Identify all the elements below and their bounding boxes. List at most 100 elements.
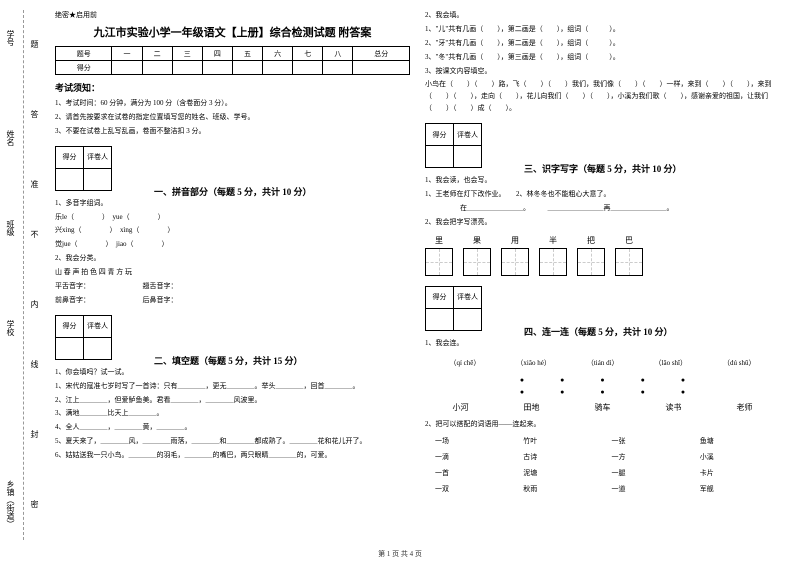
- tianzige-box[interactable]: [501, 248, 529, 276]
- pinyin: （dú shū）: [723, 358, 755, 368]
- word: 老师: [737, 402, 753, 413]
- score-header: 五: [232, 47, 262, 61]
- q-line: 在＿＿＿＿＿＿＿＿。 ＿＿＿＿＿＿＿＿再＿＿＿＿＿＿＿＿。: [425, 203, 780, 215]
- q-line: 5、夏天来了，＿＿＿＿风，＿＿＿＿雨落，＿＿＿＿和＿＿＿＿都成熟了。＿＿＿＿花和…: [55, 436, 410, 448]
- notice-head: 考试须知：: [55, 81, 410, 94]
- q-head: 2、我会把字写漂亮。: [425, 217, 780, 229]
- score-header: 二: [142, 47, 172, 61]
- margin-label: 班级: [5, 220, 16, 236]
- cat-label: 翘舌音字：: [143, 282, 178, 290]
- score-header: 题号: [56, 47, 112, 61]
- binding-margin: 学号 姓名 班级 学校 乡镇（街道） 题 答 准 不 内 线 封 密: [5, 10, 45, 555]
- q-line: 觉jue（ ） jiao（ ）: [55, 239, 410, 251]
- q-line: 3、满地＿＿＿＿比天上＿＿＿＿。: [55, 408, 410, 420]
- secret-label: 绝密★启用前: [55, 10, 410, 20]
- q-line: 1、王老师在灯下改作业。 2、林冬冬也不能粗心大意了。: [425, 189, 780, 201]
- char-label: 半: [549, 235, 557, 246]
- paper-title: 九江市实验小学一年级语文【上册】综合检测试题 附答案: [55, 24, 410, 40]
- score-header: 一: [112, 47, 142, 61]
- margin-label: 学号: [5, 30, 16, 46]
- dots-row: ●●●●●: [425, 376, 780, 384]
- q-line: 6、姑姑送我一只小鸟。＿＿＿＿的羽毛，＿＿＿＿的嘴巴，两只眼睛＿＿＿＿的，可爱。: [55, 450, 410, 462]
- pinyin: （xiǎo hé）: [516, 358, 550, 368]
- cat-label: 前鼻音字：: [55, 296, 87, 304]
- margin-label: 学校: [5, 320, 16, 336]
- zone-label: 答: [29, 110, 40, 118]
- char-label: 用: [511, 235, 519, 246]
- tianzige-box[interactable]: [463, 248, 491, 276]
- zone-label: 不: [29, 230, 40, 238]
- pinyin: （lǎo shī）: [655, 358, 687, 368]
- zone-label: 内: [29, 300, 40, 308]
- score-header: 六: [263, 47, 293, 61]
- char-label: 果: [473, 235, 481, 246]
- tianzige-box[interactable]: [577, 248, 605, 276]
- tianzige-box[interactable]: [615, 248, 643, 276]
- notice-item: 2、请首先按要求在试卷的指定位置填写您的姓名、班级、学号。: [55, 112, 410, 124]
- q-head: 1、我会连。: [425, 338, 780, 350]
- right-column: 2、我会填。 1、"儿"共有几画（ ），第二画是（ ），组词（ ）。 2、"牙"…: [425, 10, 780, 498]
- score-header: 八: [323, 47, 353, 61]
- q-head: 1、你会填吗？试一试。: [55, 367, 410, 379]
- score-table: 题号 一 二 三 四 五 六 七 八 总分 得分: [55, 46, 410, 75]
- notice-item: 3、不要在试卷上乱写乱画，卷面不整洁扣 3 分。: [55, 126, 410, 138]
- score-header: 四: [202, 47, 232, 61]
- section-scorebox: 得分评卷人: [425, 286, 482, 331]
- q-line: 山 春 声 拍 色 四 青 方 玩: [55, 267, 410, 279]
- word: 小河: [453, 402, 469, 413]
- q-line: 1、宋代的寇准七岁时写了一首诗：只有＿＿＿＿，更无＿＿＿＿。举头＿＿＿＿，回首＿…: [55, 381, 410, 393]
- word: 骑车: [595, 402, 611, 413]
- char-practice-row: 里 果 用 半 把 巴: [425, 235, 780, 276]
- score-row-label: 得分: [56, 61, 112, 75]
- pinyin: （qí chē）: [449, 358, 480, 368]
- section-scorebox: 得分评卷人: [425, 123, 482, 168]
- pinyin: （tián dì）: [587, 358, 619, 368]
- char-label: 把: [587, 235, 595, 246]
- dotted-line: [23, 10, 24, 540]
- q-line: 1、"儿"共有几画（ ），第二画是（ ），组词（ ）。: [425, 24, 780, 36]
- left-column: 绝密★启用前 九江市实验小学一年级语文【上册】综合检测试题 附答案 题号 一 二…: [20, 10, 410, 498]
- char-label: 巴: [625, 235, 633, 246]
- section-3-title: 三、识字写字（每题 5 分，共计 10 分）: [524, 162, 682, 175]
- zone-label: 准: [29, 180, 40, 188]
- margin-label: 乡镇（街道）: [5, 480, 16, 528]
- tianzige-box[interactable]: [539, 248, 567, 276]
- q-head: 1、我会读，也会写。: [425, 175, 780, 187]
- cat-label: 平舌音字：: [55, 282, 87, 290]
- q-line: 乐le（ ） yue（ ）: [55, 212, 410, 224]
- char-label: 里: [435, 235, 443, 246]
- q-head: 3、按课文内容填空。: [425, 66, 780, 78]
- q-head: 1、多音字组词。: [55, 198, 410, 210]
- q-line: 2、"牙"共有几画（ ），第二画是（ ），组词（ ）。: [425, 38, 780, 50]
- section-1-title: 一、拼音部分（每题 5 分，共计 10 分）: [154, 185, 312, 198]
- zone-label: 密: [29, 500, 40, 508]
- q-head: 2、把可以搭配的词语用——连起来。: [425, 419, 780, 431]
- word-row: 小河 田地 骑车 读书 老师: [425, 402, 780, 413]
- page-footer: 第 1 页 共 4 页: [0, 549, 800, 559]
- q-line: 4、全人＿＿＿＿，＿＿＿＿黄，＿＿＿＿。: [55, 422, 410, 434]
- q-line: 兴xing（ ） xìng（ ）: [55, 225, 410, 237]
- q-head: 2、我会分类。: [55, 253, 410, 265]
- section-scorebox: 得分评卷人: [55, 315, 112, 360]
- q-line: 小鸟在（ ）（ ）路，飞（ ）（ ）我们，我们像（ ）（ ）一样，来到（ ）（ …: [425, 79, 780, 115]
- pinyin-row: （qí chē） （xiǎo hé） （tián dì） （lǎo shī） （…: [425, 358, 780, 368]
- tianzige-box[interactable]: [425, 248, 453, 276]
- word: 读书: [666, 402, 682, 413]
- section-4-title: 四、连一连（每题 5 分，共计 10 分）: [524, 325, 673, 338]
- zone-label: 封: [29, 430, 40, 438]
- score-header: 三: [172, 47, 202, 61]
- margin-label: 姓名: [5, 130, 16, 146]
- score-header: 总分: [353, 47, 410, 61]
- word: 田地: [524, 402, 540, 413]
- section-2-title: 二、填空题（每题 5 分，共计 15 分）: [154, 354, 303, 367]
- zone-label: 线: [29, 360, 40, 368]
- q-line: 3、"冬"共有几画（ ），第三画是（ ），组词（ ）。: [425, 52, 780, 64]
- q-head: 2、我会填。: [425, 10, 780, 22]
- dots-row: ●●●●●: [425, 388, 780, 396]
- notice-item: 1、考试时间：60 分钟，满分为 100 分（含卷面分 3 分）。: [55, 98, 410, 110]
- match-table: 一场竹叶一张鱼塘 一滴古诗一方小溪 一首泥塘一腿卡片 一双秋雨一道军舰: [425, 432, 780, 498]
- cat-label: 后鼻音字：: [143, 296, 178, 304]
- q-line: 2、江上＿＿＿＿，但爱鲈鱼美。君看＿＿＿＿，＿＿＿＿风波里。: [55, 395, 410, 407]
- zone-label: 题: [29, 40, 40, 48]
- score-header: 七: [293, 47, 323, 61]
